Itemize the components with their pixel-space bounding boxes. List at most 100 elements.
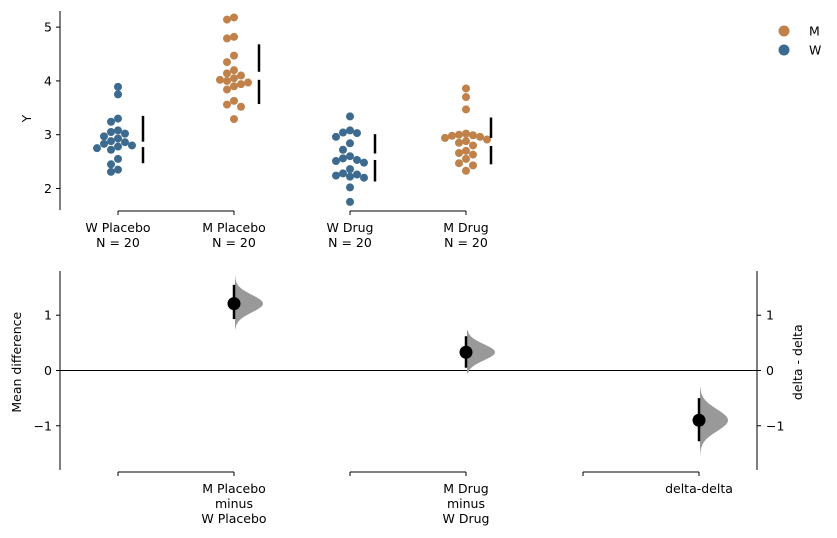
data-point [107,117,115,126]
data-point [455,130,463,139]
y-tick-label: 0 [44,363,52,378]
y-tick-label: −1 [34,418,52,433]
data-point [462,129,470,138]
data-point [107,137,115,146]
y-tick-label: 4 [44,73,52,88]
x-tick-sample-size: N = 20 [212,235,256,250]
data-point [469,131,477,140]
data-point [244,78,252,87]
data-point [462,146,470,155]
x-tick-label: W Drug [327,220,374,235]
data-point [332,132,340,141]
data-point [462,93,470,102]
x-tick-sample-size: N = 20 [444,235,488,250]
data-point [332,157,340,166]
data-point [216,75,224,84]
group-error-bars [141,44,493,182]
data-point [230,74,238,83]
bootstrap-distribution [467,330,495,374]
data-point [100,139,108,148]
data-point [114,90,122,99]
data-point [128,141,136,150]
legend-marker [778,44,790,56]
bootstrap-distribution [235,274,263,330]
data-point [237,102,245,111]
y-tick-label: 5 [44,20,52,35]
comparison-label: minus [447,496,485,511]
data-point [462,137,470,146]
y-axis-label: Y [19,114,34,123]
data-point [353,155,361,164]
data-point [346,126,354,135]
data-point [121,138,129,147]
data-point [360,173,368,182]
data-point [223,15,231,24]
data-point [223,58,231,67]
delta-marks [227,274,728,457]
data-point [332,171,340,180]
data-point [223,76,231,85]
y-tick-label: 2 [44,181,52,196]
mean-difference-point [692,413,706,427]
data-point [469,150,477,159]
y-axis-label-right: delta - delta [790,324,805,400]
data-point [469,141,477,150]
data-point [114,126,122,135]
comparison-label: minus [215,496,253,511]
data-point [230,82,238,91]
comparison-label: M Placebo [202,481,266,496]
x-tick-sample-size: N = 20 [328,235,372,250]
data-point [346,139,354,148]
data-point [346,183,354,192]
data-point [237,80,245,89]
y-tick-label-right: 0 [766,363,774,378]
data-point [353,129,361,138]
legend: MW [778,24,821,58]
data-point [107,145,115,154]
data-point [114,165,122,174]
data-point [455,159,463,168]
data-point [346,197,354,206]
data-point [223,69,231,78]
mean-difference-point [227,297,241,311]
data-point [346,152,354,161]
data-point [230,96,238,105]
data-point [462,84,470,93]
data-point [462,154,470,163]
comparison-label: M Drug [443,481,488,496]
data-point [114,154,122,163]
data-point [455,138,463,147]
data-point [339,169,347,178]
data-point [441,133,449,142]
data-point [476,132,484,141]
x-tick-label: M Drug [443,220,488,235]
legend-marker [778,25,790,37]
data-point [230,115,238,124]
data-point [339,145,347,154]
data-point [346,112,354,121]
legend-label: W [809,43,821,58]
data-point [121,129,129,138]
x-tick-label: W Placebo [85,220,150,235]
y-tick-label: 1 [44,308,52,323]
data-point [223,100,231,109]
data-point [339,128,347,137]
data-point [114,82,122,91]
data-point [469,161,477,170]
data-point [107,128,115,137]
data-point [353,170,361,179]
data-point [114,142,122,151]
data-point [230,32,238,41]
data-point [230,51,238,60]
x-tick-label: M Placebo [202,220,266,235]
swarm-points [93,13,491,206]
data-point [448,131,456,140]
data-point [339,154,347,163]
data-point [114,134,122,143]
data-point [100,132,108,141]
data-point [360,158,368,167]
mean-difference-point [459,345,473,359]
data-point [462,166,470,175]
